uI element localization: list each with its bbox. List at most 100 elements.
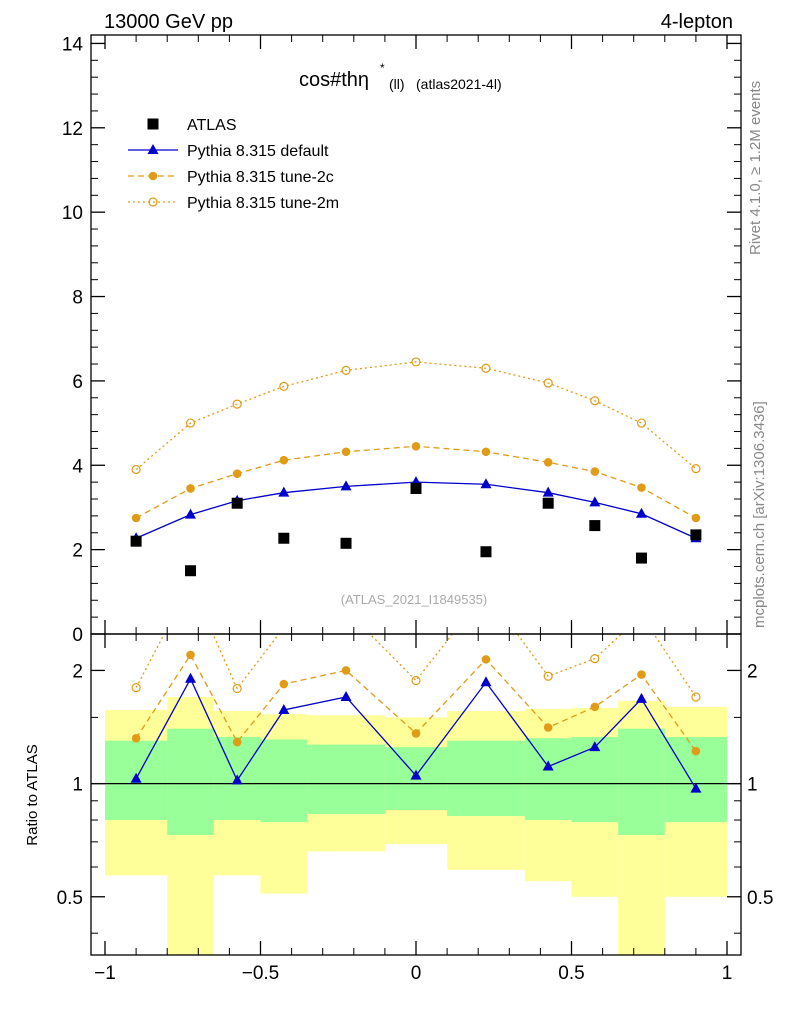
legend-marker-default (147, 144, 159, 154)
ratio-point-default-6 (480, 676, 492, 687)
data-point-tune2m-3 (279, 381, 289, 391)
legend-marker-data (147, 118, 159, 130)
stat-uncertainty-band (260, 739, 308, 823)
data-point-tune2c-2 (232, 469, 242, 479)
ratio-point-default-8 (589, 741, 601, 752)
data-point-data-4 (340, 537, 352, 549)
data-point-tune2c-4 (341, 447, 351, 457)
series-line-tune2m (135, 361, 697, 470)
plot-title-sub: (ll) (389, 76, 405, 92)
y-tick-label: 8 (72, 288, 83, 309)
y-tick-label: 12 (62, 119, 83, 140)
data-point-data-1 (185, 565, 197, 577)
ratio-y-axis-label: Ratio to ATLAS (24, 744, 41, 845)
ratio-point-tune2c-3 (279, 679, 289, 689)
data-point-tune2m-10 (691, 464, 701, 474)
x-tick-label: −1 (94, 963, 116, 984)
data-point-tune2m-6 (481, 363, 491, 373)
ratio-point-tune2m-10 (691, 692, 701, 702)
legend: ATLAS Pythia 8.315 default Pythia 8.315 tu… (128, 117, 339, 212)
legend-label-data: ATLAS (187, 117, 237, 134)
data-point-tune2c-10 (691, 513, 701, 523)
legend-label-tune2c: Pythia 8.315 tune-2c (187, 169, 334, 186)
data-point-tune2m-9 (636, 418, 647, 428)
data-point-tune2m-5 (411, 357, 421, 367)
x-tick-label: −0.5 (242, 963, 280, 984)
ratio-point-tune2m-2 (232, 683, 242, 694)
y-tick-label: 2 (72, 541, 83, 562)
ratio-point-tune2m-3 (280, 624, 288, 632)
ratio-point-tune2c-10 (691, 746, 701, 756)
ratio-bands (91, 696, 741, 955)
energy-label: 13000 GeV pp (104, 11, 233, 33)
y-tick-label: 4 (72, 456, 83, 477)
plot-title-main: cos#thη (299, 69, 369, 91)
ratio-point-default-10 (690, 782, 702, 793)
data-point-default-7 (542, 486, 554, 497)
main-panel: 0 2 4 6 8 10 12 14 cos#thη * (ll) (atlas2021-4l… (62, 34, 742, 646)
ratio-y-tick-label-right: 2 (747, 661, 758, 682)
ratio-point-tune2c-1 (186, 650, 195, 660)
data-point-default-4 (340, 480, 352, 491)
data-point-tune2m-7 (543, 378, 553, 388)
data-point-tune2m-8 (590, 396, 600, 406)
ratio-series-layer (130, 611, 702, 793)
ratio-point-tune2m-8 (590, 654, 600, 664)
ratio-point-tune2c-2 (232, 737, 242, 747)
data-point-tune2m-2 (232, 399, 242, 409)
data-point-default-1 (185, 508, 197, 519)
data-point-tune2c-3 (279, 455, 289, 465)
ratio-point-default-2 (231, 774, 243, 785)
data-point-data-3 (278, 532, 290, 544)
ratio-point-tune2c-7 (543, 723, 553, 732)
data-point-data-5 (410, 482, 422, 494)
ratio-y-tick-label: 1 (72, 775, 83, 796)
data-point-tune2c-0 (131, 513, 141, 523)
data-point-data-0 (130, 535, 142, 547)
ratio-y-tick-label-right: 0.5 (747, 888, 773, 909)
ratio-point-tune2m-5 (411, 675, 421, 686)
data-point-tune2m-4 (341, 365, 351, 375)
ratio-point-tune2c-0 (131, 733, 141, 743)
legend-marker-tune2c (148, 171, 158, 181)
legend-label-default: Pythia 8.315 default (187, 143, 329, 160)
ratio-point-tune2c-5 (411, 729, 421, 738)
x-tick-label: 0.5 (558, 963, 584, 984)
ratio-point-tune2c-9 (637, 670, 646, 679)
data-point-data-6 (480, 546, 492, 558)
ratio-point-default-4 (340, 690, 352, 701)
plot-title-sup: * (380, 61, 385, 75)
main-series-layer (130, 357, 702, 577)
y-tick-label: 10 (62, 203, 83, 224)
data-point-tune2c-1 (186, 484, 195, 493)
data-point-tune2c-5 (411, 441, 421, 451)
data-point-default-8 (589, 496, 601, 507)
data-point-tune2c-9 (637, 483, 646, 492)
ratio-point-tune2m-0 (131, 683, 141, 693)
x-tick-label: 1 (722, 963, 733, 984)
data-point-tune2m-0 (131, 464, 141, 475)
ratio-point-tune2m-7 (543, 671, 553, 681)
ratio-point-tune2m-9 (637, 611, 645, 619)
stat-uncertainty-band (447, 740, 525, 816)
data-point-data-2 (231, 497, 243, 509)
data-point-data-9 (635, 552, 647, 564)
source-label: mcplots.cern.ch [arXiv:1306.3436] (751, 401, 768, 628)
ratio-point-default-0 (130, 772, 142, 783)
stat-uncertainty-band (618, 728, 665, 835)
ratio-point-default-7 (542, 760, 554, 771)
ratio-point-tune2c-8 (590, 702, 600, 712)
ratio-panel: 0.5 0.5 1 1 2 2 −1 −0.5 0 0.5 1 Ratio to ATLAS (24, 611, 773, 984)
data-point-tune2m-1 (185, 418, 196, 428)
x-tick-label: 0 (411, 963, 422, 984)
data-point-default-6 (480, 478, 492, 489)
y-tick-label: 14 (62, 34, 84, 55)
rivet-version-label: Rivet 4.1.0, ≥ 1.2M events (747, 81, 764, 255)
data-point-data-10 (690, 529, 702, 541)
legend-marker-tune2m (148, 197, 158, 207)
stat-uncertainty-band (571, 737, 619, 823)
ratio-point-tune2c-4 (341, 666, 351, 675)
data-point-data-7 (542, 497, 554, 509)
analysis-watermark: (ATLAS_2021_I1849535) (341, 592, 487, 607)
